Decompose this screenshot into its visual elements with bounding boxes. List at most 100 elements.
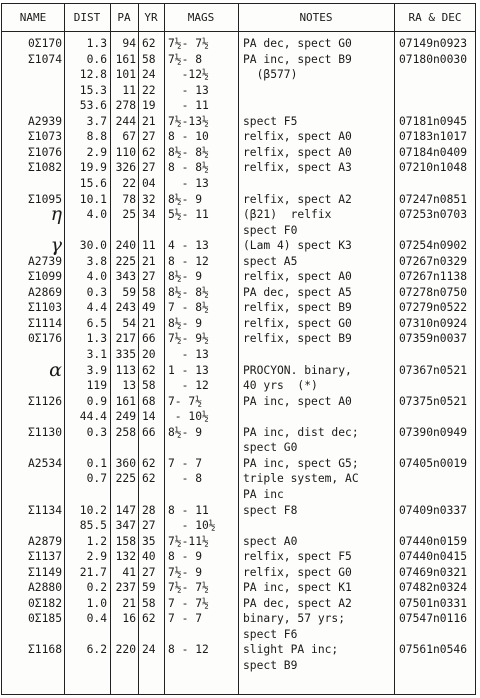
cell-name: A2739: [27, 254, 62, 268]
cell-pa: 220: [115, 643, 136, 657]
header-pa: PA: [110, 4, 138, 32]
cell-radec: 07149n0923: [399, 37, 468, 50]
cell-notes: binary, 57 yrs;: [243, 612, 346, 626]
cell-yr: 24: [142, 68, 156, 82]
cell-mags: 8 - 12: [168, 254, 209, 268]
cell-dist: 0.2: [86, 581, 107, 595]
cell-yr: 04: [142, 176, 156, 190]
cell-notes: PA inc, spect A0: [243, 394, 352, 408]
cell-radec: 07561n0546: [399, 643, 468, 657]
cell-notes: spect F5: [243, 114, 298, 128]
cell-radec: 07547n0116: [399, 612, 468, 626]
cell-radec: 07210n1048: [399, 161, 468, 175]
cell-mags: - 13: [168, 83, 209, 97]
cell-yr: 62: [142, 37, 156, 50]
cell-notes: spect A5: [243, 254, 298, 268]
cell-yr: 49: [142, 301, 156, 315]
cell-notes: relfix, spect A0: [243, 145, 352, 159]
cell-notes: relfix, spect A3: [243, 161, 352, 175]
cell-mags: 5½- 11: [168, 208, 209, 222]
cell-dist: 0.6: [86, 52, 107, 66]
cell-yr: 21: [142, 254, 156, 268]
star-catalog-table: NAME DIST PA YR MAGS NOTES RA & DEC 0Σ17…: [1, 3, 476, 695]
cell-notes: spect G0: [243, 441, 298, 455]
cell-dist: 10.2: [79, 503, 107, 517]
cell-yr: 66: [142, 425, 156, 439]
cell-dist: 0.4: [86, 612, 107, 626]
cell-notes: relfix, spect G0: [243, 565, 352, 579]
cell-yr: 68: [142, 394, 156, 408]
cell-dist: 3.8: [86, 254, 107, 268]
cell-name: Σ1073: [27, 130, 62, 144]
cell-mags: 8 - 9: [168, 550, 203, 564]
cell-notes: PA dec, spect A2: [243, 596, 352, 610]
cell-notes: PA inc, spect G5;: [243, 456, 359, 470]
cell-mags: 7½- 9½: [168, 332, 209, 346]
cell-mags: - 8: [168, 472, 203, 486]
cell-pa: 94: [122, 37, 136, 50]
cell-name: η: [50, 203, 62, 226]
cell-mags: 7½- 7½: [168, 581, 209, 595]
cell-name: Σ1076: [27, 145, 62, 159]
cell-yr: 62: [142, 612, 156, 626]
cell-name: Σ1082: [27, 161, 62, 175]
cell-pa: 78: [122, 192, 136, 206]
cell-mags: 7- 7½: [168, 394, 203, 408]
cell-radec: 07482n0324: [399, 581, 468, 595]
cell-radec: 07367n0521: [399, 363, 468, 377]
cell-notes: PA dec, spect G0: [243, 37, 352, 50]
cell-radec: 07375n0521: [399, 394, 468, 408]
cell-dist: 4.0: [86, 270, 107, 284]
cell-mags: 7 - 7: [168, 612, 203, 626]
cell-yr: 27: [142, 519, 156, 533]
cell-pa: 347: [115, 519, 136, 533]
cell-mags: 7½-11½: [168, 534, 209, 548]
cell-pa: 158: [115, 534, 136, 548]
cell-name: Σ1074: [27, 52, 62, 66]
cell-radec: 07359n0037: [399, 332, 468, 346]
cell-dist: 1.3: [86, 332, 107, 346]
cell-dist: 1.0: [86, 596, 107, 610]
cell-notes: triple system, AC: [243, 472, 359, 486]
cell-mags: - 12: [168, 379, 209, 393]
cell-name: A2879: [27, 534, 62, 548]
cell-dist: 15.6: [79, 176, 107, 190]
cell-yr: 40: [142, 550, 156, 564]
cell-pa: 343: [115, 270, 136, 284]
cell-yr: 28: [142, 503, 156, 517]
cell-dist: 53.6: [79, 99, 107, 113]
cell-yr: 66: [142, 332, 156, 346]
cell-yr: 34: [142, 208, 156, 222]
cell-pa: 326: [115, 161, 136, 175]
cell-yr: 58: [142, 52, 156, 66]
cell-yr: 35: [142, 534, 156, 548]
cell-dist: 30.0: [79, 239, 107, 253]
cell-mags: 8 - 8½: [168, 161, 209, 175]
cell-notes: spect F6: [243, 627, 298, 641]
cell-dist: 1.3: [86, 37, 107, 50]
cell-radec: 07279n0522: [399, 301, 468, 315]
cell-yr: 58: [142, 596, 156, 610]
divider-dist-pa: [110, 4, 111, 694]
cell-pa: 243: [115, 301, 136, 315]
cell-name: Σ1114: [27, 316, 62, 330]
cell-name: 0Σ176: [27, 332, 62, 346]
cell-mags: 7½- 8: [168, 52, 203, 66]
cell-yr: 14: [142, 410, 156, 424]
cell-yr: 62: [142, 363, 156, 377]
cell-pa: 360: [115, 456, 136, 470]
cell-mags: 8½- 9: [168, 425, 203, 439]
cell-pa: 11: [122, 83, 136, 97]
cell-notes: PA dec, spect A5: [243, 285, 352, 299]
header-name: NAME: [2, 4, 64, 32]
cell-pa: 59: [122, 285, 136, 299]
cell-pa: 335: [115, 348, 136, 361]
cell-pa: 16: [122, 612, 136, 626]
cell-dist: 2.9: [86, 145, 107, 159]
cell-pa: 113: [115, 363, 136, 377]
cell-mags: 7½- 7½: [168, 37, 209, 50]
cell-pa: 67: [122, 130, 136, 144]
cell-name: Σ1149: [27, 565, 62, 579]
cell-notes: (Lam 4) spect K3: [243, 239, 352, 253]
cell-mags: 8½- 9: [168, 270, 203, 284]
